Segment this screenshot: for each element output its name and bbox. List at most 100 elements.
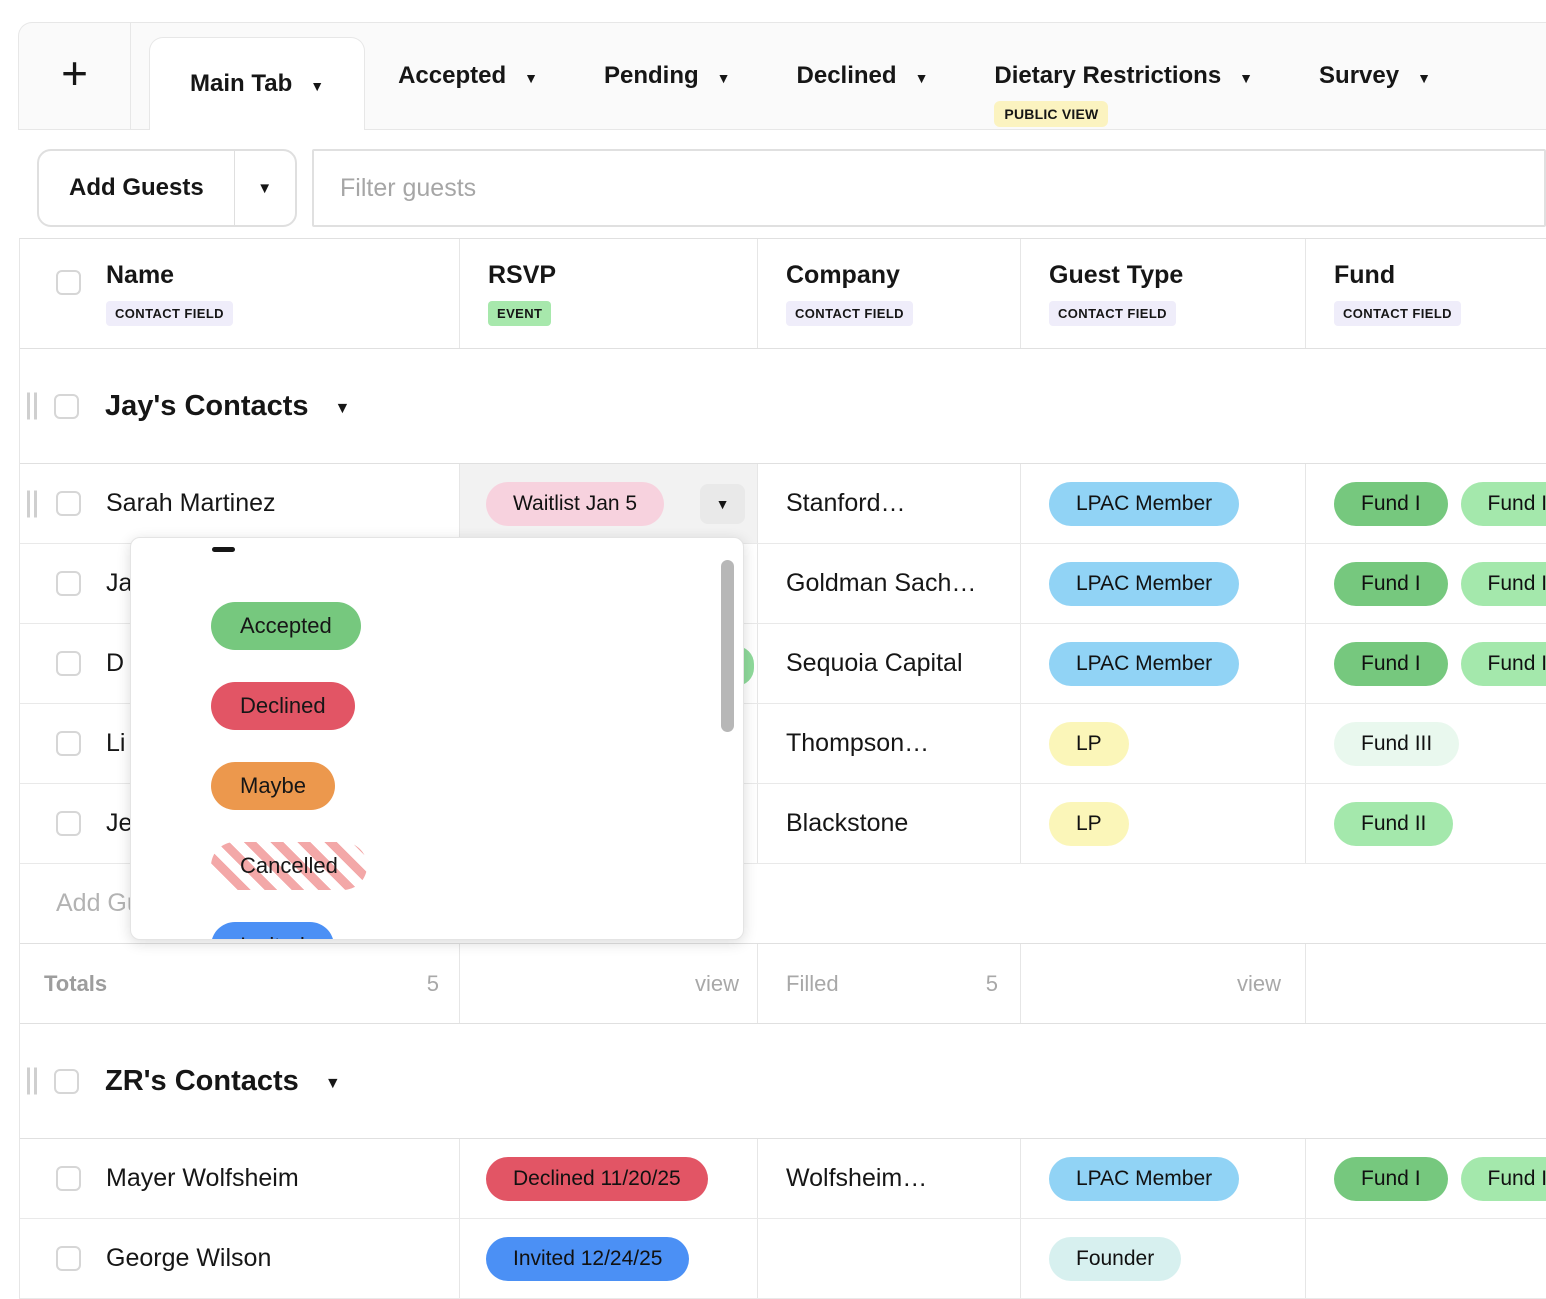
guest-type-cell[interactable]: LP [1021, 784, 1306, 863]
group-title: ZR's Contacts [105, 1064, 299, 1097]
row-checkbox[interactable] [56, 811, 81, 836]
view-link[interactable]: view [1236, 970, 1281, 996]
guest-type-cell[interactable]: LPAC Member [1021, 624, 1306, 703]
group-checkbox[interactable] [54, 1068, 79, 1094]
fund-pill: Fund I [1334, 561, 1448, 606]
guest-type-cell[interactable]: LPAC Member [1021, 544, 1306, 623]
fund-pill: Fund III [1334, 721, 1460, 766]
field-type-tag: EVENT [488, 301, 552, 326]
rsvp-status-pill[interactable]: Declined 11/20/25 [486, 1156, 708, 1201]
rsvp-cell[interactable] [460, 784, 758, 863]
company-cell[interactable]: Goldman Sach… [758, 544, 1021, 623]
name-cell: D [20, 624, 460, 703]
guest-type-cell[interactable]: Founder [1021, 1219, 1306, 1298]
column-header-name[interactable]: Name CONTACT FIELD [20, 239, 460, 348]
row-checkbox[interactable] [56, 491, 81, 516]
chevron-down-icon: ▼ [310, 78, 325, 94]
fund-cell[interactable]: Fund II [1306, 784, 1546, 863]
guest-type-pill: LPAC Member [1049, 481, 1240, 526]
guest-type-cell[interactable]: LPAC Member [1021, 464, 1306, 543]
company-cell[interactable]: Thompson… [758, 704, 1021, 783]
row-checkbox[interactable] [56, 651, 81, 676]
chevron-down-icon[interactable]: ▼ [324, 1074, 341, 1092]
drag-handle-icon[interactable] [27, 490, 37, 517]
fund-cell[interactable]: Fund III [1306, 704, 1546, 783]
fund-pill: Fund II [1460, 1156, 1546, 1201]
guest-type-cell[interactable]: LP [1021, 704, 1306, 783]
add-guests-button[interactable]: Add Guests [69, 174, 204, 201]
totals-count: 5 [426, 970, 439, 996]
tab-pending[interactable]: Pending ▼ [571, 23, 764, 129]
add-guests-split-button: Add Guests ▼ [37, 149, 297, 227]
tab-accepted[interactable]: Accepted ▼ [365, 23, 571, 129]
column-header-company[interactable]: Company CONTACT FIELD [758, 239, 1021, 348]
tab-dietary-restrictions[interactable]: Dietary Restrictions ▼ PUBLIC VIEW [961, 23, 1286, 129]
company-cell[interactable]: Stanford… [758, 464, 1021, 543]
select-all-checkbox[interactable] [56, 270, 81, 295]
view-link[interactable]: view [694, 970, 739, 996]
name-cell: Sarah Martinez [20, 464, 460, 543]
guest-type-pill: Founder [1049, 1236, 1182, 1281]
filter-guests-input[interactable] [312, 149, 1546, 227]
tab-label: Declined [796, 62, 897, 89]
company-cell[interactable] [758, 1219, 1021, 1298]
menu-option-cancelled[interactable]: Cancelled [211, 842, 367, 890]
guest-type-pill: LPAC Member [1049, 641, 1240, 686]
totals-company-cell: Filled 5 [758, 944, 1021, 1023]
rsvp-cell[interactable] [460, 704, 758, 783]
company-cell[interactable]: Sequoia Capital [758, 624, 1021, 703]
totals-name-cell: Totals 5 [20, 944, 460, 1023]
fund-cell[interactable]: Fund I Fund II [1306, 464, 1546, 543]
rsvp-status-pill[interactable]: Invited 12/24/25 [486, 1236, 690, 1281]
name-cell: Mayer Wolfsheim [20, 1139, 460, 1218]
company-cell[interactable]: Blackstone [758, 784, 1021, 863]
rsvp-status-pill[interactable]: Waitlist Jan 5 [486, 481, 665, 526]
drag-handle-icon[interactable] [27, 1067, 37, 1095]
menu-option-accepted[interactable]: Accepted [211, 602, 361, 650]
add-guests-dropdown-button[interactable]: ▼ [235, 151, 295, 225]
guest-type-pill: LPAC Member [1049, 561, 1240, 606]
tab-bar: + Main Tab ▼ Accepted ▼ Pending ▼ Declin… [18, 22, 1546, 130]
column-header-fund[interactable]: Fund CONTACT FIELD [1306, 239, 1546, 348]
rsvp-options-menu: Accepted Declined Maybe Cancelled Invite… [130, 537, 744, 940]
rsvp-dropdown-button[interactable]: ▼ [700, 483, 746, 524]
chevron-down-icon: ▼ [1417, 70, 1431, 86]
fund-cell[interactable]: Fund I Fund II [1306, 1139, 1546, 1218]
column-header-rsvp[interactable]: RSVP EVENT [460, 239, 758, 348]
totals-rsvp-cell: view [460, 944, 758, 1023]
menu-option-maybe[interactable]: Maybe [211, 762, 336, 810]
group-checkbox[interactable] [54, 393, 79, 419]
tab-declined[interactable]: Declined ▼ [764, 23, 962, 129]
chevron-down-icon: ▼ [524, 70, 538, 86]
tab-main-tab[interactable]: Main Tab ▼ [149, 37, 366, 130]
totals-guest-type-cell: view [1021, 944, 1306, 1023]
row-checkbox[interactable] [56, 1166, 81, 1191]
menu-option-declined[interactable]: Declined [211, 682, 355, 730]
rsvp-cell[interactable]: Invited 12/24/25 [460, 1219, 758, 1298]
chevron-down-icon[interactable]: ▼ [334, 399, 351, 417]
row-checkbox[interactable] [56, 731, 81, 756]
rsvp-cell[interactable] [460, 624, 758, 703]
add-tab-button[interactable]: + [19, 23, 131, 129]
company-cell[interactable]: Wolfsheim… [758, 1139, 1021, 1218]
column-header-guest-type[interactable]: Guest Type CONTACT FIELD [1021, 239, 1306, 348]
drag-handle-icon[interactable] [27, 392, 37, 420]
group-title: Jay's Contacts [105, 389, 309, 422]
fund-cell[interactable]: Fund I Fund II [1306, 624, 1546, 703]
fund-pill: Fund II [1334, 801, 1454, 846]
clear-rsvp-option[interactable] [212, 547, 235, 552]
fund-cell[interactable]: Fund I Fund II [1306, 544, 1546, 623]
fund-pill: Fund II [1460, 561, 1546, 606]
tab-survey[interactable]: Survey ▼ [1286, 23, 1464, 129]
rsvp-cell[interactable]: Waitlist Jan 5 ▼ [460, 464, 758, 543]
row-checkbox[interactable] [56, 571, 81, 596]
scrollbar-thumb[interactable] [721, 560, 734, 732]
chevron-down-icon: ▼ [716, 70, 731, 86]
row-checkbox[interactable] [56, 1246, 81, 1271]
guest-type-cell[interactable]: LPAC Member [1021, 1139, 1306, 1218]
menu-option-invited[interactable]: Invited [211, 922, 334, 939]
field-type-tag: CONTACT FIELD [786, 301, 913, 326]
rsvp-cell[interactable]: Declined 11/20/25 [460, 1139, 758, 1218]
fund-cell[interactable] [1306, 1219, 1546, 1298]
rsvp-cell[interactable] [460, 544, 758, 623]
